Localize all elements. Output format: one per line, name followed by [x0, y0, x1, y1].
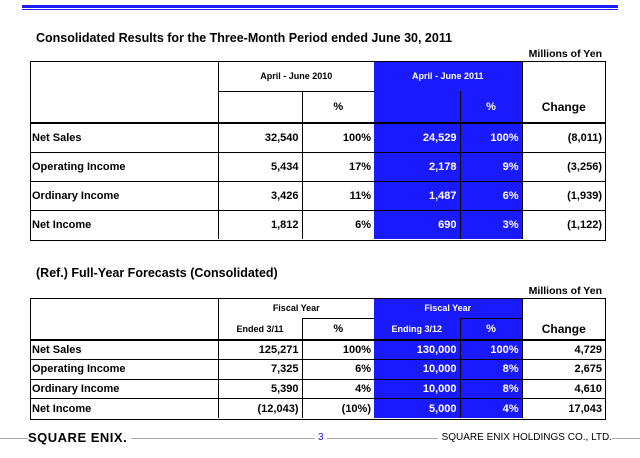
row-label: Net Income [30, 398, 219, 418]
header-prev-line2: Ended 3/11 [236, 323, 284, 334]
pct-prev: 100% [301, 339, 374, 360]
section2-title: (Ref.) Full-Year Forecasts (Consolidated… [36, 266, 278, 280]
value-prev: 5,390 [218, 378, 302, 399]
row-label: Net Sales [30, 339, 219, 360]
pct-prev: 4% [301, 378, 374, 399]
header-change: Change [521, 318, 605, 340]
change-value: 17,043 [521, 398, 605, 418]
pct-curr: 4% [459, 398, 522, 418]
row-label: Net Sales [30, 122, 219, 152]
pct-curr: 9% [459, 151, 522, 181]
value-curr: 10,000 [374, 359, 460, 379]
table-row: Net Sales 32,540 100% 24,529 100% (8,011… [30, 122, 605, 152]
change-value: 4,610 [521, 378, 605, 399]
table-row: Operating Income 5,434 17% 2,178 9% (3,2… [30, 151, 605, 181]
row-label: Ordinary Income [30, 378, 219, 399]
square-enix-logo: SQUARE ENIX. [28, 430, 132, 445]
pct-curr: 3% [459, 209, 522, 239]
section1-units: Millions of Yen [528, 48, 602, 60]
page-number: 3 [315, 432, 327, 443]
pct-prev: 6% [301, 359, 374, 379]
value-curr: 10,000 [374, 378, 460, 399]
pct-curr: 8% [459, 378, 522, 399]
row-label: Operating Income [30, 359, 219, 379]
pct-curr: 8% [459, 359, 522, 379]
pct-prev: 11% [301, 180, 374, 210]
table-row: Net Income (12,043) (10%) 5,000 4% 17,04… [30, 398, 605, 418]
value-curr: 1,487 [374, 180, 460, 210]
value-prev: 1,812 [218, 209, 302, 239]
change-value: 2,675 [521, 359, 605, 379]
header-change: Change [521, 91, 605, 123]
table-row: Net Income 1,812 6% 690 3% (1,122) [30, 209, 605, 239]
header-pct-curr: % [459, 317, 522, 340]
header-prev-line1: Fiscal Year [272, 302, 320, 313]
pct-prev: (10%) [301, 398, 374, 418]
header-pct-prev: % [301, 90, 374, 123]
value-curr: 5,000 [374, 398, 460, 418]
section1-title: Consolidated Results for the Three-Month… [36, 31, 453, 45]
pct-curr: 100% [459, 339, 522, 360]
pct-curr: 100% [459, 122, 522, 152]
table-row: Ordinary Income 3,426 11% 1,487 6% (1,93… [30, 180, 605, 210]
header-pct-prev: % [301, 317, 374, 340]
forecast-table: Fiscal Year Fiscal Year Ended 3/11 % End… [30, 298, 605, 418]
pct-prev: 17% [301, 151, 374, 181]
header-curr-line2: Ending 3/12 [374, 318, 460, 340]
table-row: Operating Income 7,325 6% 10,000 8% 2,67… [30, 359, 605, 379]
value-curr: 690 [374, 209, 460, 239]
value-prev: 32,540 [218, 122, 302, 152]
value-curr: 24,529 [374, 122, 460, 152]
pct-prev: 100% [301, 122, 374, 152]
top-rule [22, 5, 618, 8]
value-prev: 125,271 [218, 339, 302, 360]
change-value: (1,122) [521, 209, 605, 239]
value-prev: (12,043) [218, 398, 302, 418]
company-name: SQUARE ENIX HOLDINGS CO., LTD. [437, 432, 612, 443]
value-curr: 130,000 [374, 339, 460, 360]
value-prev: 7,325 [218, 359, 302, 379]
pct-curr: 6% [459, 180, 522, 210]
quarterly-results-table: April - June 2010 April - June 2011 % % … [30, 61, 605, 239]
change-value: 4,729 [521, 339, 605, 360]
change-value: (1,939) [521, 180, 605, 210]
section2-units: Millions of Yen [528, 285, 602, 297]
top-rule-thin [22, 9, 618, 10]
value-curr: 2,178 [374, 151, 460, 181]
row-label: Ordinary Income [30, 180, 219, 210]
pct-prev: 6% [301, 209, 374, 239]
table-row: Net Sales 125,271 100% 130,000 100% 4,72… [30, 339, 605, 360]
row-label: Net Income [30, 209, 219, 239]
value-prev: 5,434 [218, 151, 302, 181]
change-value: (8,011) [521, 122, 605, 152]
table1-header-row2: % % Change [30, 90, 605, 123]
table-row: Ordinary Income 5,390 4% 10,000 8% 4,610 [30, 378, 605, 399]
change-value: (3,256) [521, 151, 605, 181]
table1-header-row1: April - June 2010 April - June 2011 [30, 61, 605, 91]
header-curr-line1: Fiscal Year [374, 298, 522, 318]
table2-header-row1: Fiscal Year Fiscal Year [30, 298, 605, 318]
table2-header-row2: Ended 3/11 % Ending 3/12 % Change [30, 317, 605, 340]
header-period-prev: April - June 2010 [260, 70, 333, 81]
value-prev: 3,426 [218, 180, 302, 210]
header-period-curr: April - June 2011 [374, 61, 522, 91]
row-label: Operating Income [30, 151, 219, 181]
header-pct-curr: % [459, 91, 522, 123]
